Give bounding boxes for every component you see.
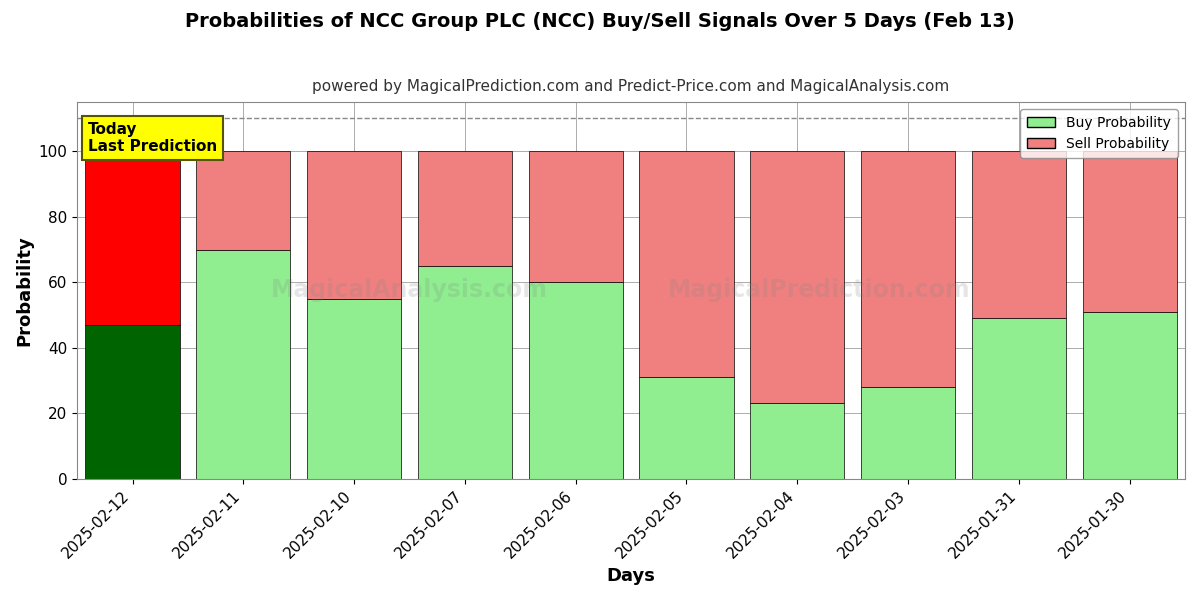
Bar [640, 151, 733, 377]
Bar [529, 151, 623, 282]
Bar [640, 377, 733, 479]
Bar [750, 151, 845, 403]
Bar [750, 403, 845, 479]
Bar [860, 151, 955, 387]
Bar [197, 151, 290, 250]
Text: Probabilities of NCC Group PLC (NCC) Buy/Sell Signals Over 5 Days (Feb 13): Probabilities of NCC Group PLC (NCC) Buy… [185, 12, 1015, 31]
Bar [972, 151, 1066, 318]
Bar [1082, 312, 1177, 479]
Text: Today
Last Prediction: Today Last Prediction [88, 122, 217, 154]
Bar [529, 282, 623, 479]
Bar [1082, 151, 1177, 312]
Bar [307, 151, 401, 299]
Text: MagicalAnalysis.com: MagicalAnalysis.com [271, 278, 548, 302]
Bar [197, 250, 290, 479]
Bar [418, 266, 512, 479]
Title: powered by MagicalPrediction.com and Predict-Price.com and MagicalAnalysis.com: powered by MagicalPrediction.com and Pre… [312, 79, 949, 94]
Bar [85, 151, 180, 325]
Bar [85, 325, 180, 479]
X-axis label: Days: Days [607, 567, 655, 585]
Legend: Buy Probability, Sell Probability: Buy Probability, Sell Probability [1020, 109, 1178, 158]
Bar [860, 387, 955, 479]
Bar [307, 299, 401, 479]
Bar [418, 151, 512, 266]
Bar [972, 318, 1066, 479]
Y-axis label: Probability: Probability [14, 235, 32, 346]
Text: MagicalPrediction.com: MagicalPrediction.com [668, 278, 971, 302]
